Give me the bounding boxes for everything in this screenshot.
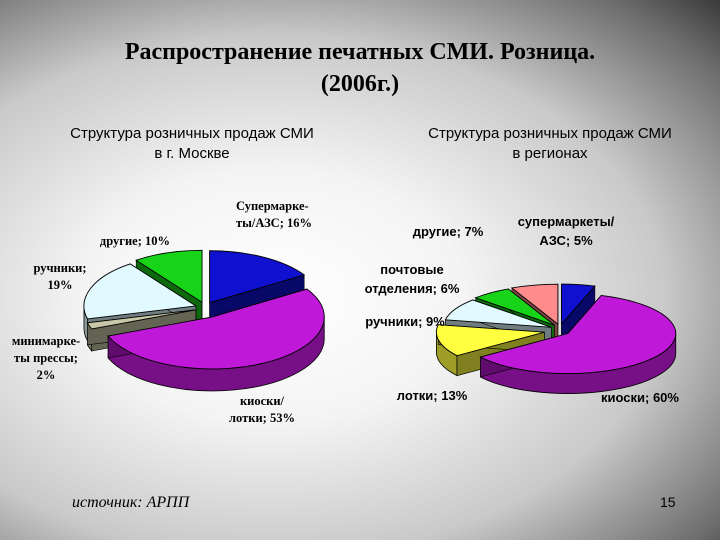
label-minimarkets-line: 2%: [37, 368, 56, 382]
label-supermarkets: Супермарке-ты/АЗС; 16%: [236, 199, 312, 230]
label-hawkers-line: ручники; 9%: [365, 314, 445, 329]
label-hawkers-line: 19%: [48, 278, 73, 292]
label-post_offices: почтовые отделения; 6%: [365, 262, 460, 296]
slice-other-top: [135, 249, 203, 304]
label-minimarkets: минимарке-ты прессы; 2%: [12, 334, 80, 382]
regions-chart-title-line1: Структура розничных продаж СМИ: [428, 125, 672, 142]
page-number: 15: [660, 494, 676, 510]
slice-kiosks-top: [479, 295, 677, 374]
moscow-chart-title: Структура розничных продаж СМИ в г. Моск…: [22, 124, 362, 164]
label-stalls-line: лотки; 13%: [397, 388, 468, 403]
regions-pie-chart: супермаркеты/АЗС; 5% киоски; 60% лотки; 13…: [365, 214, 680, 405]
label-post_offices-line: почтовые: [380, 262, 443, 277]
label-kiosks-line: лотки; 53%: [229, 411, 295, 425]
moscow-chart-title-line2: в г. Москве: [154, 145, 230, 162]
slice-supermarkets-top: [561, 283, 596, 326]
slide-title-line1: Распространение печатных СМИ. Розница.: [124, 39, 596, 65]
regions-chart-title: Структура розничных продаж СМИ в региона…: [380, 124, 720, 164]
slice-hawkers-top: [444, 299, 552, 328]
label-minimarkets-line: минимарке-: [12, 334, 80, 348]
label-kiosks-line: киоски/: [240, 394, 285, 408]
slice-hawkers-top: [83, 263, 198, 320]
source-note: источник: АРПП: [72, 494, 190, 511]
label-supermarkets-line: АЗС; 5%: [539, 233, 593, 248]
label-supermarkets: супермаркеты/АЗС; 5%: [518, 214, 615, 248]
label-kiosks: киоски; 60%: [601, 390, 679, 405]
slice-kiosks-top: [107, 288, 325, 370]
slide-title: Распространение печатных СМИ. Розница. (…: [60, 36, 660, 100]
label-minimarkets-line: ты прессы;: [14, 351, 78, 365]
label-supermarkets-line: Супермарке-: [236, 199, 309, 213]
label-kiosks-line: киоски; 60%: [601, 390, 679, 405]
label-hawkers: ручники; 19%: [33, 261, 86, 292]
slide-title-line2: (2006г.): [320, 71, 400, 97]
moscow-chart-title-line1: Структура розничных продаж СМИ: [70, 125, 314, 142]
label-hawkers-line: ручники;: [33, 261, 86, 275]
label-other: другие; 7%: [413, 224, 484, 239]
label-hawkers: ручники; 9%: [365, 314, 445, 329]
slice-minimarkets-top: [86, 309, 196, 330]
slice-post_offices-top: [474, 288, 555, 326]
slice-other-top: [510, 283, 559, 326]
slice-supermarkets-top: [209, 250, 306, 304]
label-stalls: лотки; 13%: [397, 388, 468, 403]
moscow-pie-chart: Супермарке-ты/АЗС; 16% киоски/лотки; 53% м…: [12, 199, 325, 425]
regions-chart-title-line2: в регионах: [512, 145, 588, 162]
label-other: другие; 10%: [100, 234, 170, 248]
label-other-line: другие; 10%: [100, 234, 170, 248]
label-kiosks: киоски/лотки; 53%: [229, 394, 295, 425]
label-post_offices-line: отделения; 6%: [365, 281, 460, 296]
label-supermarkets-line: ты/АЗС; 16%: [236, 216, 312, 230]
slice-stalls-top: [435, 324, 545, 357]
label-supermarkets-line: супермаркеты/: [518, 214, 615, 229]
label-other-line: другие; 7%: [413, 224, 484, 239]
